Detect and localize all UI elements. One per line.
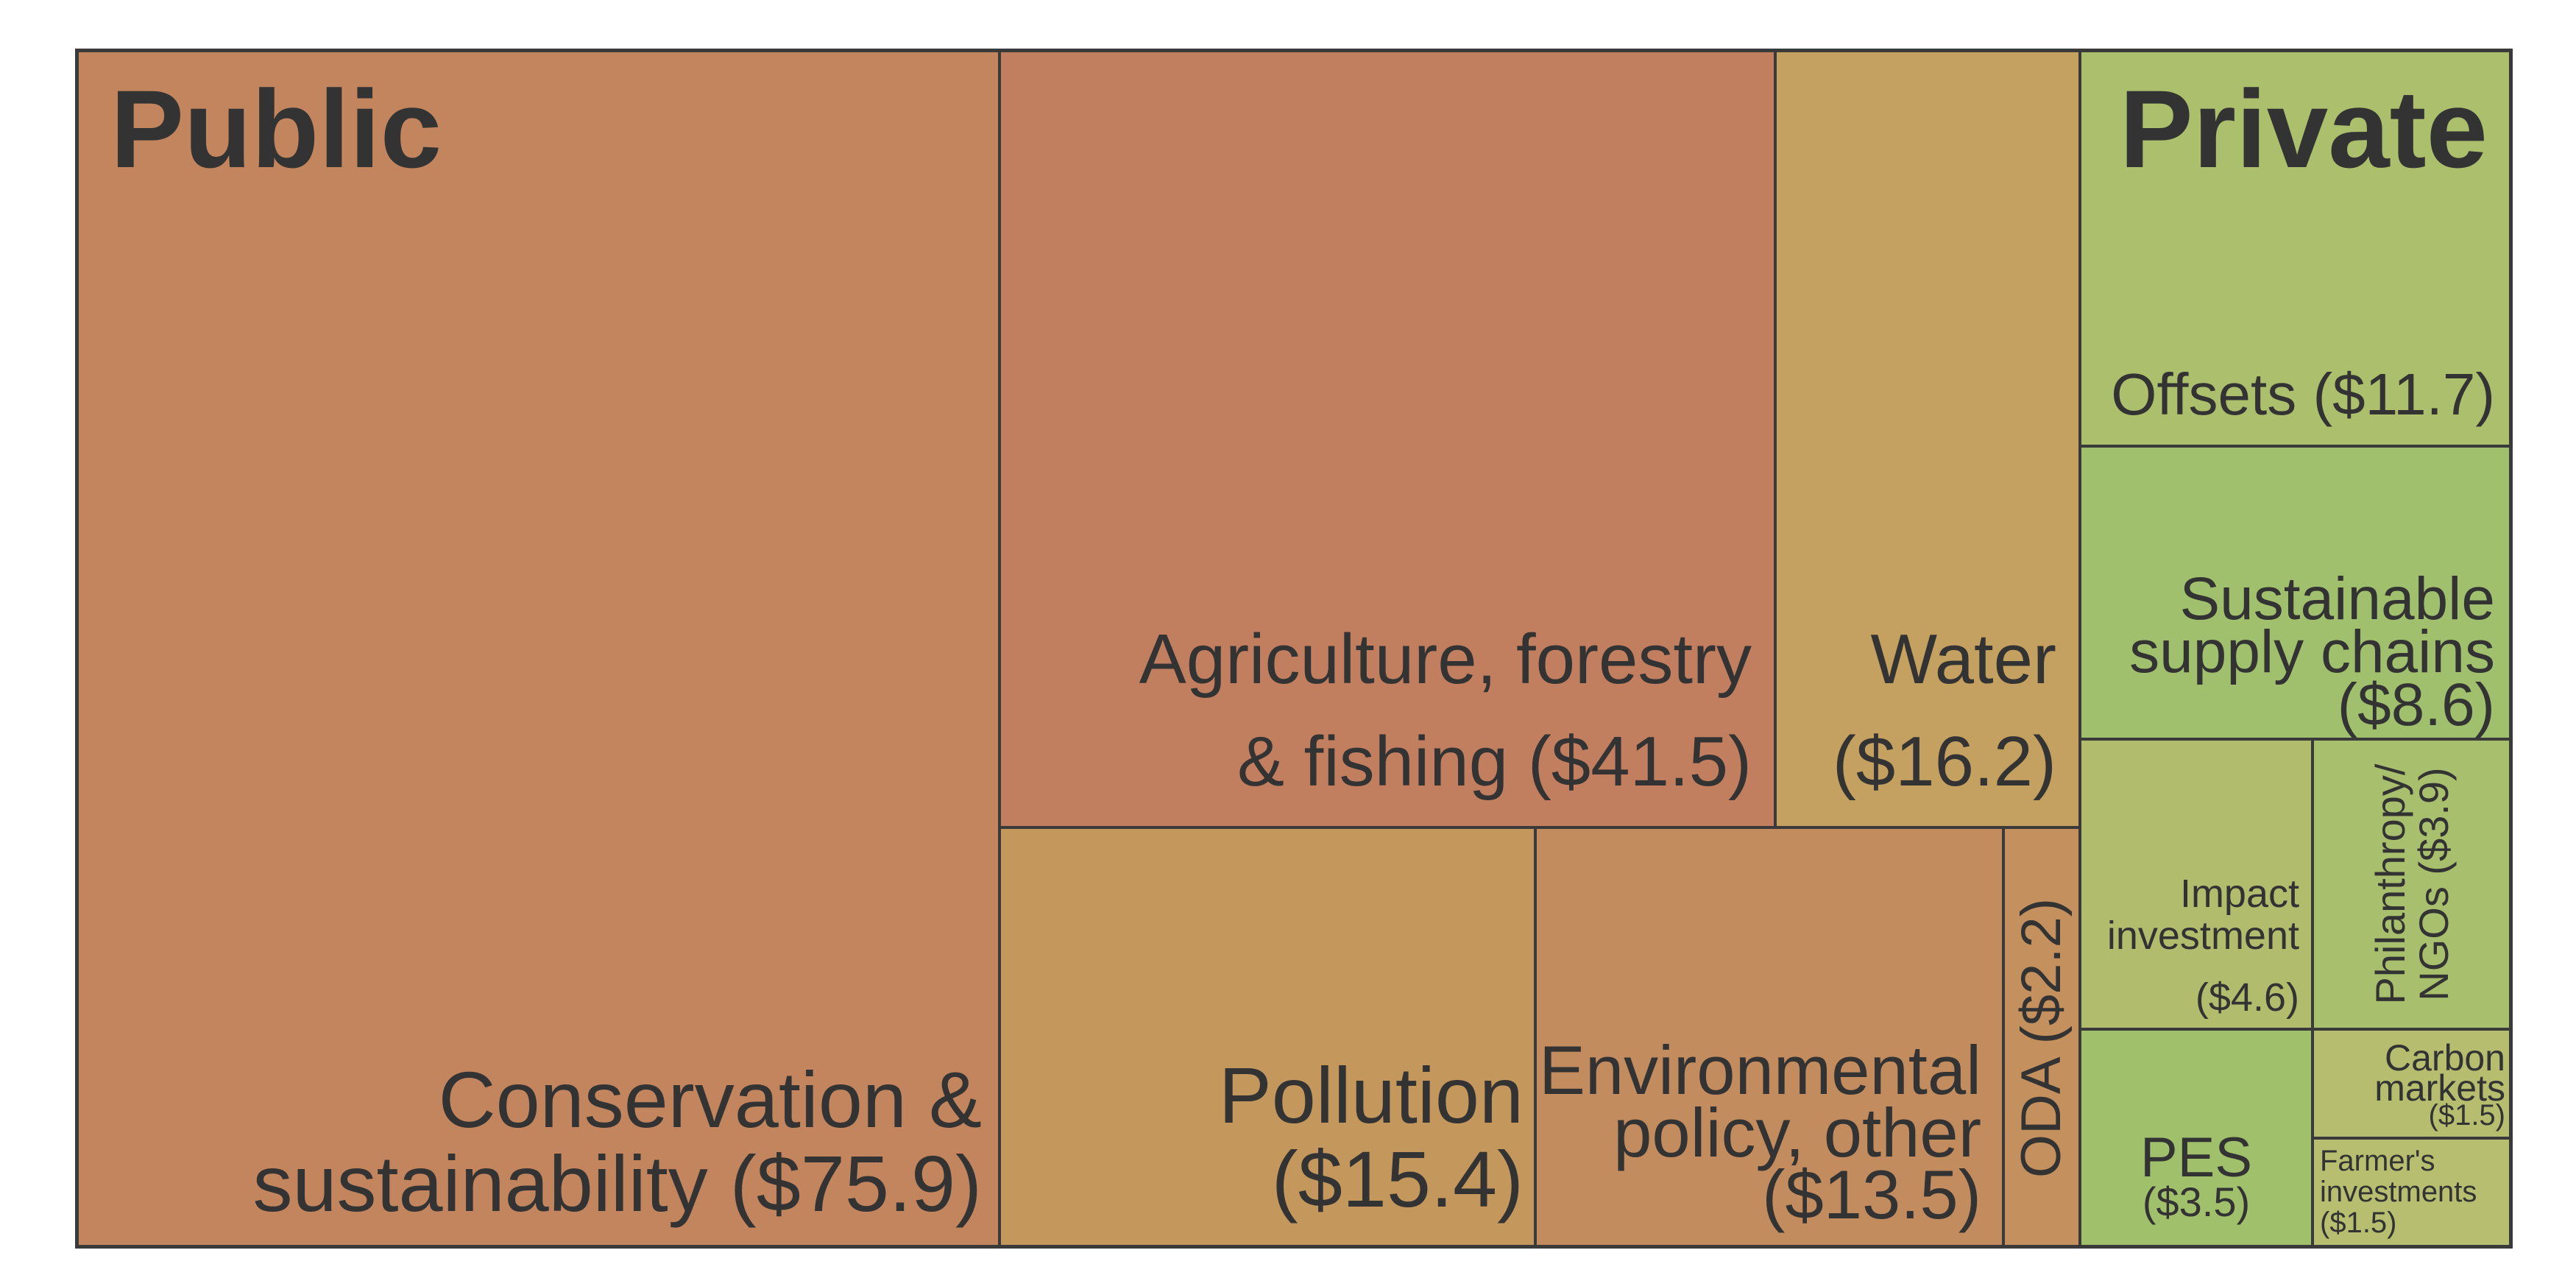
tile-label-line: ($16.2)	[1832, 721, 2056, 801]
tile-pes: PES ($3.5)	[2080, 1029, 2313, 1249]
tile-oda-2-2: ODA ($2.2)	[2003, 827, 2080, 1249]
tile-label: Conservation & sustainability ($75.9)	[252, 1058, 982, 1225]
tile-label-line: Agriculture, forestry	[1139, 619, 1752, 699]
tile-label-line: Conservation &	[438, 1055, 982, 1145]
tile-label: Sustainable supply chains ($8.6)	[2129, 565, 2495, 738]
tile-pollution: Pollution ($15.4)	[999, 827, 1535, 1249]
tile-label-line: investments	[2320, 1176, 2477, 1208]
tile-label-line: ($1.5)	[2428, 1099, 2506, 1132]
tile-conservation: Conservation & sustainability ($75.9)	[75, 49, 999, 1249]
tile-offsets-11-7: Offsets ($11.7)	[2080, 49, 2513, 446]
tile-label-line: ($1.5)	[2320, 1207, 2397, 1239]
tile-label-line: investment	[2106, 913, 2299, 958]
tile-label: Impact investment ($4.6)	[2107, 873, 2299, 1019]
tile-label-line: Water	[1870, 619, 2056, 699]
tile-label-line: Carbon	[2385, 1037, 2505, 1079]
tile-label-line: Philanthropy/	[2367, 763, 2414, 1005]
tile-label: Farmer's investments ($1.5)	[2320, 1145, 2477, 1238]
tile-impact: Impact investment ($4.6)	[2080, 739, 2313, 1029]
tile-label-line: ($8.6)	[2337, 671, 2495, 738]
tile-label-line: PES	[2140, 1126, 2253, 1190]
tile-label-line: supply chains	[2129, 618, 2495, 685]
group-label-private: Private	[2119, 67, 2488, 191]
tile-label-line: Sustainable	[2179, 565, 2495, 632]
tile-label-line: markets	[2374, 1067, 2505, 1109]
tile-label-line: sustainability ($75.9)	[252, 1138, 982, 1228]
tile-label-line: ($13.5)	[1762, 1156, 1981, 1234]
tile-label-line: & fishing ($41.5)	[1236, 721, 1752, 801]
tile-label-line: Pollution	[1218, 1051, 1524, 1140]
tile-water: Water ($16.2)	[1775, 49, 2080, 827]
group-label-public: Public	[110, 67, 442, 191]
tile-label-line: Impact	[2179, 871, 2299, 916]
tile-label: PES ($3.5)	[2081, 1126, 2311, 1225]
tile-agriculture-forestry: Agriculture, forestry & fishing ($41.5)	[999, 49, 1775, 827]
tile-label: ODA ($2.2)	[2010, 897, 2073, 1179]
tile-label: Agriculture, forestry & fishing ($41.5)	[1139, 608, 1752, 813]
tile-carbon: Carbon markets ($1.5)	[2313, 1029, 2513, 1138]
tile-label: Water ($16.2)	[1833, 608, 2056, 813]
tile-label-line: Offsets ($11.7)	[2111, 361, 2495, 427]
tile-label-line: policy, other	[1613, 1093, 1981, 1171]
tile-label-line: NGOs ($3.9)	[2410, 767, 2457, 1001]
tile-label-line: Farmer's	[2320, 1145, 2435, 1177]
tile-label-line: Environmental	[1539, 1031, 1981, 1109]
tile-sustainable: Sustainable supply chains ($8.6)	[2080, 446, 2513, 739]
tile-label: Philanthropy/NGOs ($3.9)	[2367, 763, 2457, 1005]
tile-label: Pollution ($15.4)	[1219, 1053, 1524, 1221]
tile-farmer-s: Farmer's investments ($1.5)	[2313, 1138, 2513, 1249]
tile-label: Carbon markets ($1.5)	[2374, 1037, 2506, 1132]
tile-label-line: ($3.5)	[2142, 1178, 2251, 1225]
tile-label: Environmental policy, other ($13.5)	[1539, 1031, 1981, 1234]
tile-label-line: ODA ($2.2)	[2010, 897, 2073, 1179]
tile-philanthropy: Philanthropy/NGOs ($3.9)	[2313, 739, 2513, 1029]
tile-label: Offsets ($11.7)	[2111, 364, 2495, 426]
tile-label-line: ($4.6)	[2195, 975, 2299, 1020]
tile-label-line: ($15.4)	[1271, 1134, 1524, 1224]
tile-environmental: Environmental policy, other ($13.5)	[1535, 827, 2003, 1249]
